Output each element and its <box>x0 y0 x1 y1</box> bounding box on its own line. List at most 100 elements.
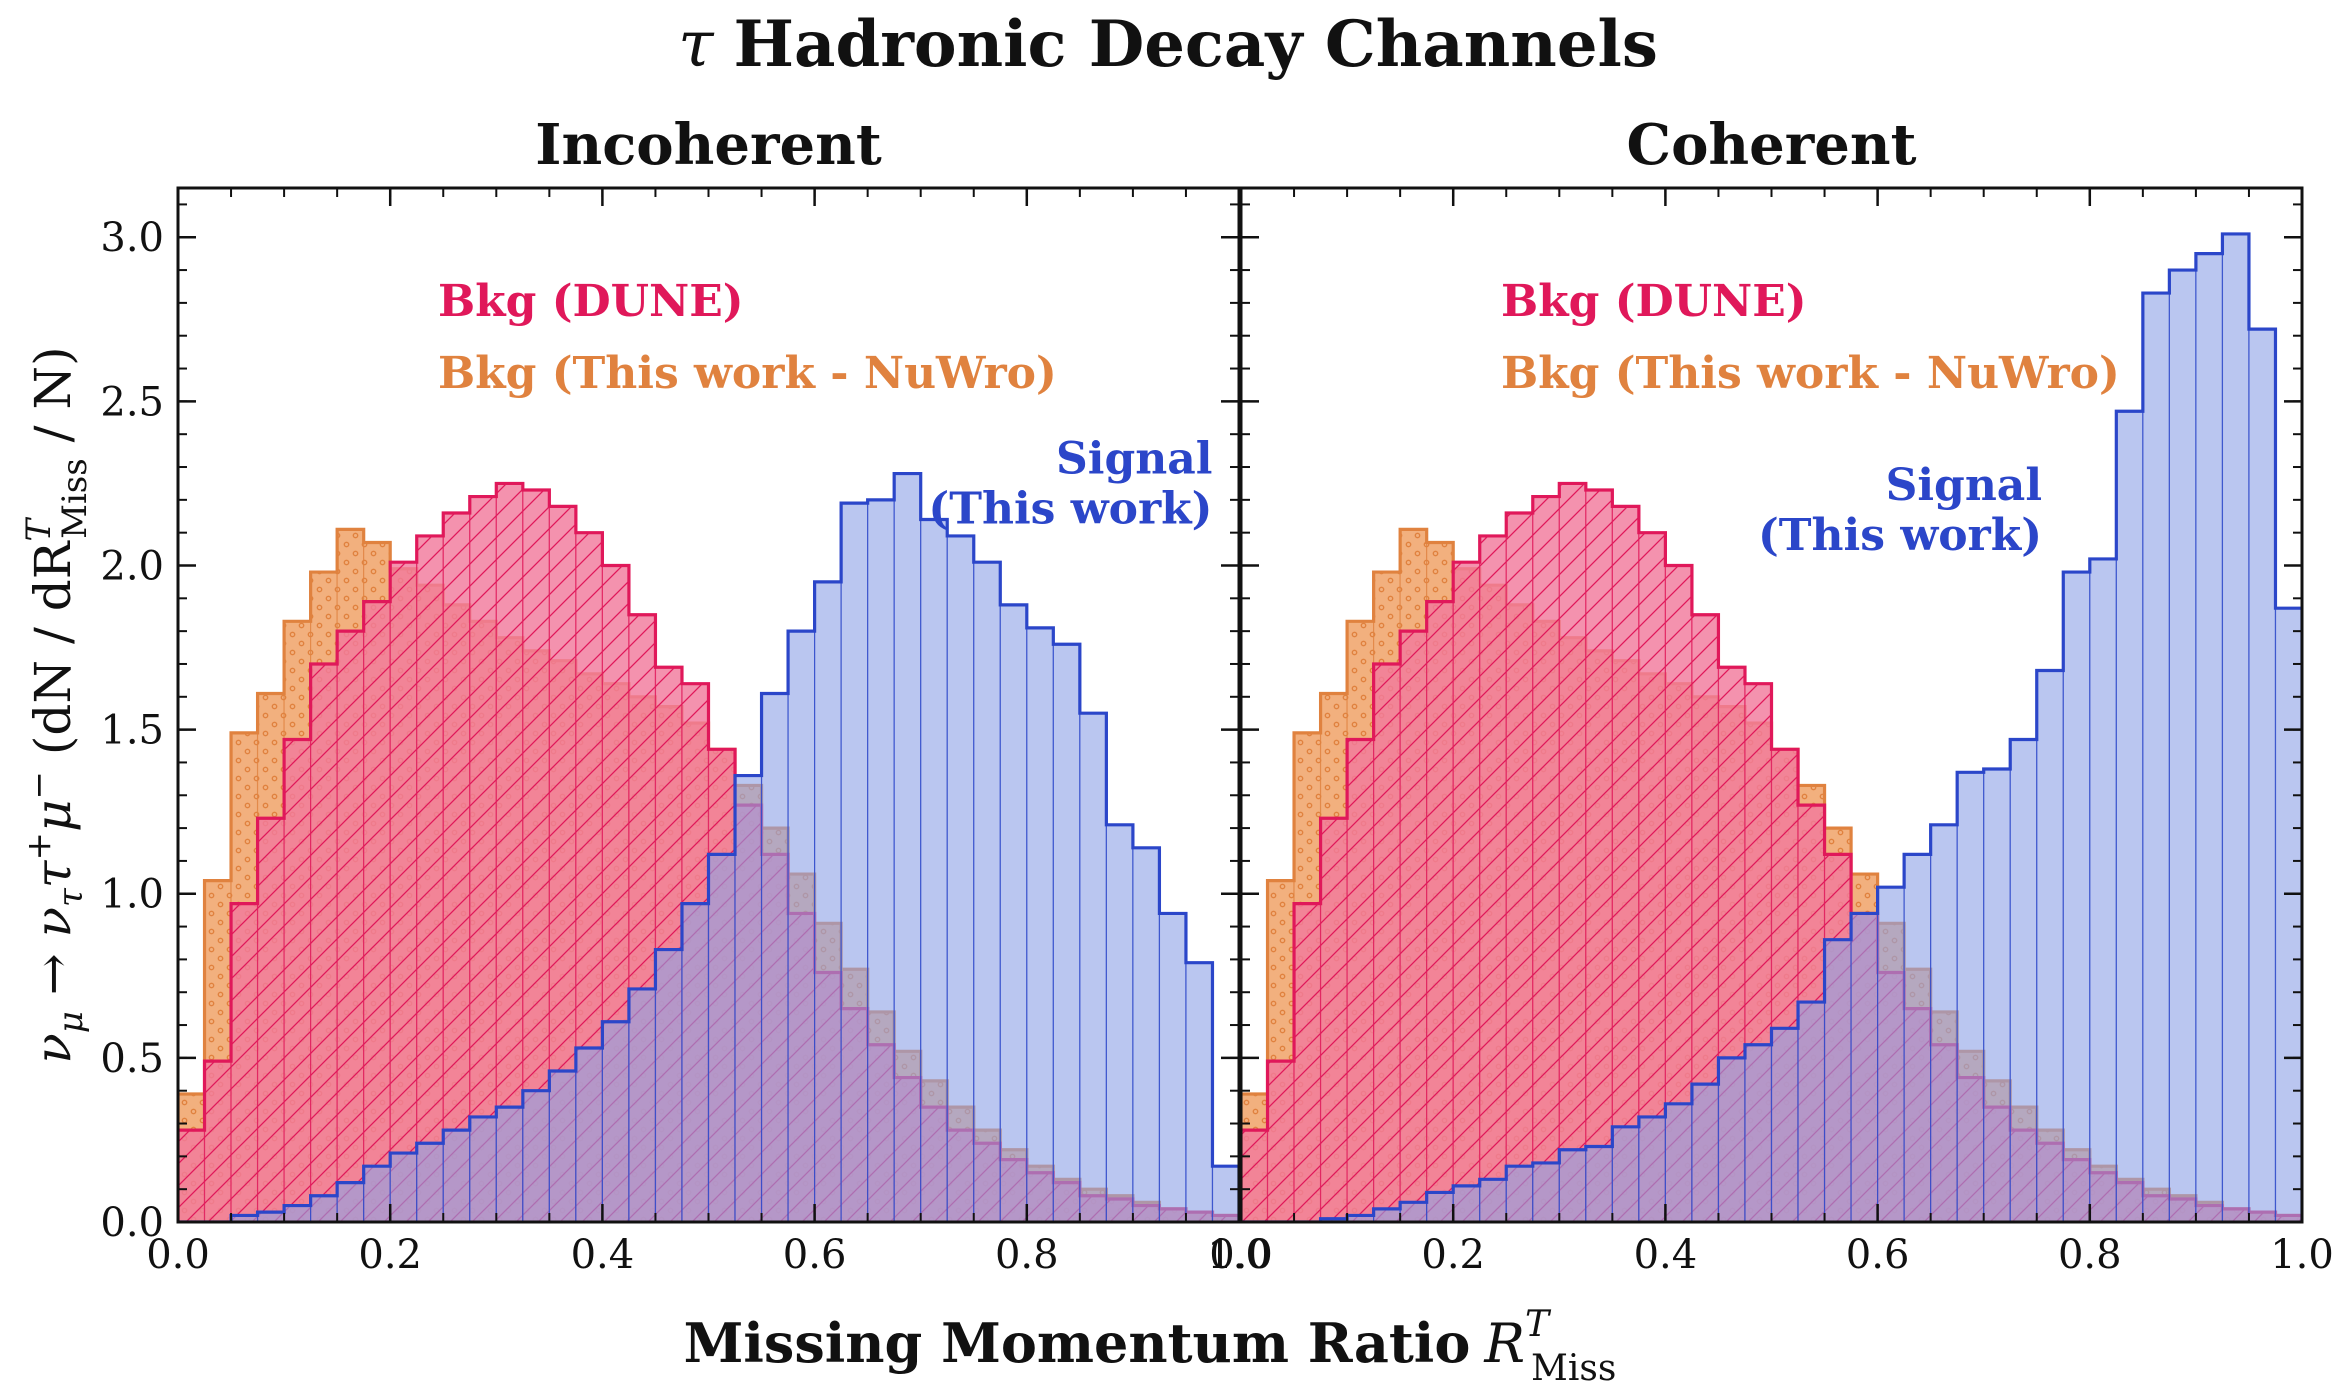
bar-signal <box>654 948 683 1222</box>
bar-hatch-dune <box>178 1130 205 1222</box>
bar-signal <box>1399 1201 1428 1222</box>
bar-hatch-dune <box>1294 903 1321 1222</box>
bar-signal <box>1185 962 1214 1222</box>
bar-hatch-dune <box>443 512 470 1222</box>
bar-hatch-dune <box>204 1061 232 1222</box>
series-label-nuwro: Bkg (This work - NuWro) <box>438 348 1057 399</box>
bar-hatch-dune <box>310 663 338 1222</box>
bar-signal <box>734 774 763 1222</box>
bar-signal <box>2168 269 2197 1222</box>
bar-hatch-dune <box>231 903 258 1222</box>
bar-signal <box>1717 1057 1746 1222</box>
x-tick-label: 0.2 <box>1421 1232 1485 1278</box>
x-tick-label: 0.4 <box>1634 1232 1698 1278</box>
bar-signal <box>787 630 816 1222</box>
y-tick-label: 1.0 <box>100 872 164 918</box>
bar-signal <box>1691 1083 1720 1222</box>
bar-signal <box>2062 571 2091 1222</box>
title-symbol: τ <box>678 8 715 82</box>
bar-signal <box>1876 886 1905 1222</box>
bar-signal <box>2115 410 2144 1222</box>
bar-hatch-dune <box>1612 506 1639 1222</box>
bar-signal <box>1079 712 1107 1222</box>
figure-title: τ Hadronic Decay Channels <box>678 7 1658 82</box>
bar-hatch-dune <box>1373 663 1401 1222</box>
bar-signal <box>1132 847 1161 1222</box>
y-axis-label: νμ → νττ+μ− (dN / dRTMiss / N) <box>19 346 95 1063</box>
x-axis-label: Missing Momentum Ratio RT Miss <box>684 1304 1617 1389</box>
bar-hatch-dune <box>257 818 285 1222</box>
bar-hatch-dune <box>469 496 497 1222</box>
bar-signal <box>999 604 1028 1222</box>
bar-signal <box>2195 253 2224 1222</box>
bar-hatch-dune <box>1479 535 1507 1222</box>
series-label-nuwro: Bkg (This work - NuWro) <box>1501 348 2120 399</box>
bar-signal <box>495 1106 524 1222</box>
bar-signal <box>2009 738 2038 1222</box>
bar-signal <box>1638 1116 1666 1222</box>
outline-signal <box>178 471 1239 1222</box>
y-tick-label: 3.0 <box>100 215 164 261</box>
bar-signal <box>840 502 869 1222</box>
bar-signal <box>1585 1145 1613 1222</box>
bar-hatch-dune <box>1506 512 1533 1222</box>
bar-hatch-dune <box>1320 818 1348 1222</box>
bar-signal <box>522 1090 550 1222</box>
plot-area <box>178 471 1239 1222</box>
bar-signal <box>707 853 736 1222</box>
y-tick-label: 0.0 <box>100 1200 164 1246</box>
series-label-dune: Bkg (DUNE) <box>1501 276 1807 327</box>
panel-title: Incoherent <box>535 112 882 178</box>
bar-hatch-dune <box>1559 483 1586 1222</box>
bar-signal <box>442 1129 471 1222</box>
x-tick-label: 0.6 <box>783 1232 847 1278</box>
bar-signal <box>389 1152 418 1222</box>
bar-signal <box>628 988 657 1222</box>
title-text: Hadronic Decay Channels <box>734 7 1658 82</box>
bar-signal <box>1956 771 1985 1222</box>
x-tick-label: 1.0 <box>2270 1232 2334 1278</box>
bar-signal <box>1611 1126 1640 1222</box>
bar-hatch-dune <box>1585 489 1613 1222</box>
bar-signal <box>575 1047 603 1222</box>
bar-signal <box>1158 912 1187 1222</box>
bar-signal <box>416 1142 444 1222</box>
x-tick-label: 0.8 <box>995 1232 1059 1278</box>
bar-signal <box>283 1204 312 1222</box>
bar-signal <box>1426 1191 1454 1222</box>
x-tick-label: 0.0 <box>1209 1232 1273 1278</box>
bar-signal <box>760 692 789 1222</box>
bar-signal <box>1105 824 1134 1222</box>
x-tick-label: 1.0 <box>1207 1232 1271 1278</box>
bar-signal <box>1850 912 1879 1222</box>
x-tick-label: 0.2 <box>358 1232 422 1278</box>
bar-hatch-dune <box>416 535 444 1222</box>
bar-hatch-dune <box>1426 601 1454 1222</box>
bar-signal <box>310 1195 338 1222</box>
bar-hatch-dune <box>1638 532 1666 1222</box>
bar-signal <box>469 1116 497 1222</box>
bar-signal <box>2221 233 2250 1222</box>
bar-signal <box>1211 1165 1239 1222</box>
plot-area <box>1241 232 2302 1222</box>
bar-signal <box>336 1182 365 1222</box>
bar-hatch-dune <box>363 601 391 1222</box>
panel-title: Coherent <box>1627 112 1917 178</box>
bar-signal <box>1744 1044 1773 1222</box>
bar-hatch-dune <box>284 739 311 1222</box>
x-tick-label: 0.8 <box>2058 1232 2122 1278</box>
bar-signal <box>1770 1027 1799 1222</box>
bar-signal <box>920 518 948 1222</box>
bar-hatch-dune <box>1532 496 1560 1222</box>
bar-signal <box>1903 853 1932 1222</box>
x-tick-label: 0.0 <box>146 1232 210 1278</box>
bar-signal <box>601 1021 630 1222</box>
y-tick-label: 2.5 <box>100 379 164 425</box>
x-tick-label: 0.6 <box>1846 1232 1910 1278</box>
bar-hatch-dune <box>337 631 364 1222</box>
bar-signal <box>2274 607 2302 1222</box>
bar-signal <box>1532 1162 1560 1222</box>
bar-signal <box>2248 328 2277 1222</box>
y-tick-label: 2.0 <box>100 543 164 589</box>
